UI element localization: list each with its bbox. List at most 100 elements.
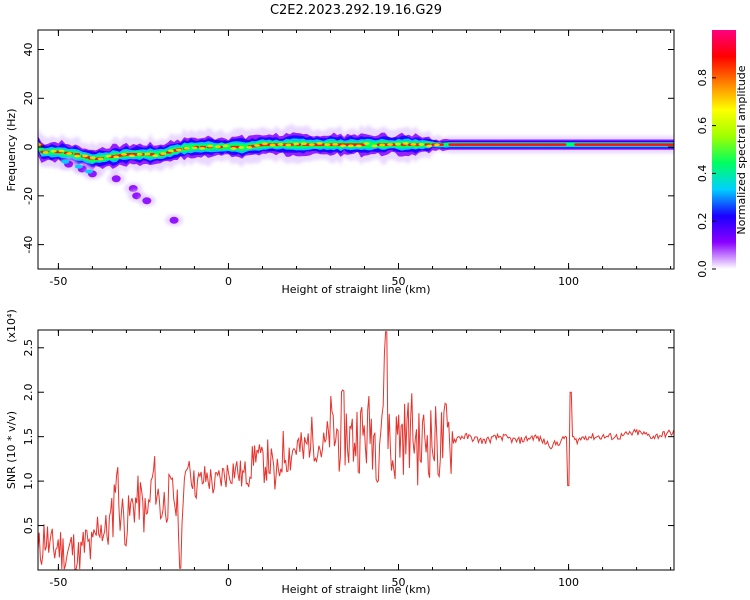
x-tick-label: -50: [49, 576, 67, 589]
spectrogram-blob: [136, 152, 143, 156]
colorbar-gradient: [712, 30, 736, 269]
x-tick-label: 50: [392, 576, 406, 589]
spectrogram-blob: [38, 143, 41, 146]
spectrogram-blob: [340, 144, 347, 148]
spectrogram-blob: [277, 142, 284, 146]
spectrogram-blob: [410, 143, 417, 146]
spectrogram-blob: [121, 153, 128, 156]
spectrogram-blob: [402, 142, 409, 145]
x-tick-label: 50: [392, 275, 406, 288]
snr-y-ticks: 0.5 1.0 1.5 2.0 2.5: [22, 339, 674, 534]
spectrogram-blob: [387, 143, 394, 146]
colorbar-tick-label: 0.4: [696, 165, 709, 183]
snr-x-axis-label: Height of straight line (km): [281, 583, 430, 596]
spectrogram-blob: [418, 143, 425, 146]
spectrogram-branch-blob: [132, 192, 142, 200]
x-tick-label: -50: [49, 275, 67, 288]
y-tick-label: 1.5: [22, 428, 35, 446]
y-tick-label: 20: [22, 91, 35, 105]
spectrogram-blob: [222, 144, 229, 148]
spectrogram-branch-blob: [142, 197, 152, 205]
spectrogram-blob: [152, 154, 159, 158]
spectrogram-blob: [97, 157, 104, 161]
snr-line-clip: [38, 331, 674, 570]
spectrogram-blob: [285, 143, 292, 147]
spectrogram-blob: [113, 155, 120, 159]
spectrogram-blob: [128, 154, 135, 158]
colorbar-tick-label: 0.6: [696, 117, 709, 135]
spectrogram-blob: [269, 143, 276, 147]
spectrogram-blob: [230, 147, 237, 150]
spectrogram-panel: -50 0 50 100 -40 -20 0 20 40 Height of straight…: [5, 29, 675, 296]
spectrogram-blob: [214, 145, 221, 149]
spectrogram-blob: [332, 142, 339, 146]
spectrogram-blob: [58, 149, 65, 153]
snr-y-multiplier-label: (x10⁴): [5, 309, 18, 343]
spectrogram-blob: [160, 152, 167, 156]
colorbar-tick-label: 0.8: [696, 69, 709, 87]
y-tick-label: 0: [22, 144, 35, 151]
spectrogram-x-ticks: -50 0 50 100: [49, 30, 672, 288]
spectrogram-blob: [426, 144, 433, 148]
spectrogram-branch-blob: [111, 175, 121, 183]
snr-x-ticks: -50 0 50 100: [49, 330, 672, 589]
spectrogram-branch-core: [74, 164, 83, 169]
y-tick-label: 1.0: [22, 472, 35, 490]
spectrogram-blob: [89, 156, 96, 160]
spectrogram-blob: [324, 143, 331, 147]
x-tick-label: 0: [225, 576, 232, 589]
spectrogram-blob: [363, 142, 370, 146]
x-tick-label: 100: [558, 275, 579, 288]
spectrogram-blob: [371, 144, 378, 148]
spectrogram-blob: [261, 142, 268, 146]
spectrogram-blob: [81, 154, 88, 158]
spectrogram-blob: [66, 152, 73, 155]
spectrogram-blob: [347, 144, 354, 148]
spectrogram-blob: [246, 145, 253, 149]
spectrogram-blob: [105, 154, 112, 158]
y-tick-label: 2.5: [22, 339, 35, 357]
spectrogram-blob: [355, 144, 362, 148]
spectrogram-blob: [144, 152, 151, 156]
spectrogram-y-axis-label: Frequency (Hz): [5, 109, 18, 192]
y-tick-label: -40: [22, 236, 35, 254]
spectrogram-branch-core: [85, 169, 94, 174]
colorbar: 0.0 0.2 0.4 0.6 0.8 Normalized spectral ampl…: [696, 30, 748, 278]
figure-title: C2E2.2023.292.19.16.G29: [270, 3, 442, 18]
spectrogram-branch-core: [61, 159, 70, 164]
spectrogram-blob: [300, 142, 307, 146]
colorbar-tick-label: 0.0: [696, 260, 709, 278]
snr-panel: -50 0 50 100 0.5 1.0 1.5 2.0 2.5 Height of stra…: [5, 309, 675, 596]
colorbar-ticks: 0.0 0.2 0.4 0.6 0.8: [696, 69, 716, 278]
y-tick-label: -20: [22, 187, 35, 205]
spectrogram-y-ticks: -40 -20 0 20 40: [22, 43, 674, 254]
spectrogram-blob: [191, 146, 198, 150]
spectrogram-blob: [42, 150, 49, 154]
spectrogram-blob: [293, 142, 300, 146]
x-tick-label: 100: [558, 576, 579, 589]
colorbar-label: Normalized spectral amplitude: [735, 65, 748, 234]
spectrogram-branch-blob: [169, 216, 179, 224]
colorbar-tick-label: 0.2: [696, 212, 709, 230]
spectrogram-blob: [254, 144, 261, 147]
spectrogram-blob: [74, 154, 81, 158]
y-tick-label: 0.5: [22, 517, 35, 535]
spectrogram-blob: [167, 149, 174, 153]
spectrogram-blob: [238, 146, 245, 149]
spectrogram-blob: [308, 143, 315, 147]
snr-y-axis-label: SNR (10 * v/v): [5, 411, 18, 489]
spectrogram-blob: [207, 144, 214, 148]
spectrogram-frame: [37, 29, 675, 270]
snr-frame: [37, 329, 675, 571]
spectrogram-blob: [199, 146, 206, 150]
spectrogram-blob: [433, 143, 440, 147]
spectrogram-blob: [379, 143, 386, 147]
y-tick-label: 2.0: [22, 383, 35, 401]
spectrogram-blob: [175, 148, 182, 152]
x-tick-label: 0: [225, 275, 232, 288]
spectrogram-x-axis-label: Height of straight line (km): [281, 283, 430, 296]
snr-series-line: [38, 331, 674, 570]
y-tick-label: 40: [22, 43, 35, 57]
spectrogram-blob: [316, 142, 323, 145]
